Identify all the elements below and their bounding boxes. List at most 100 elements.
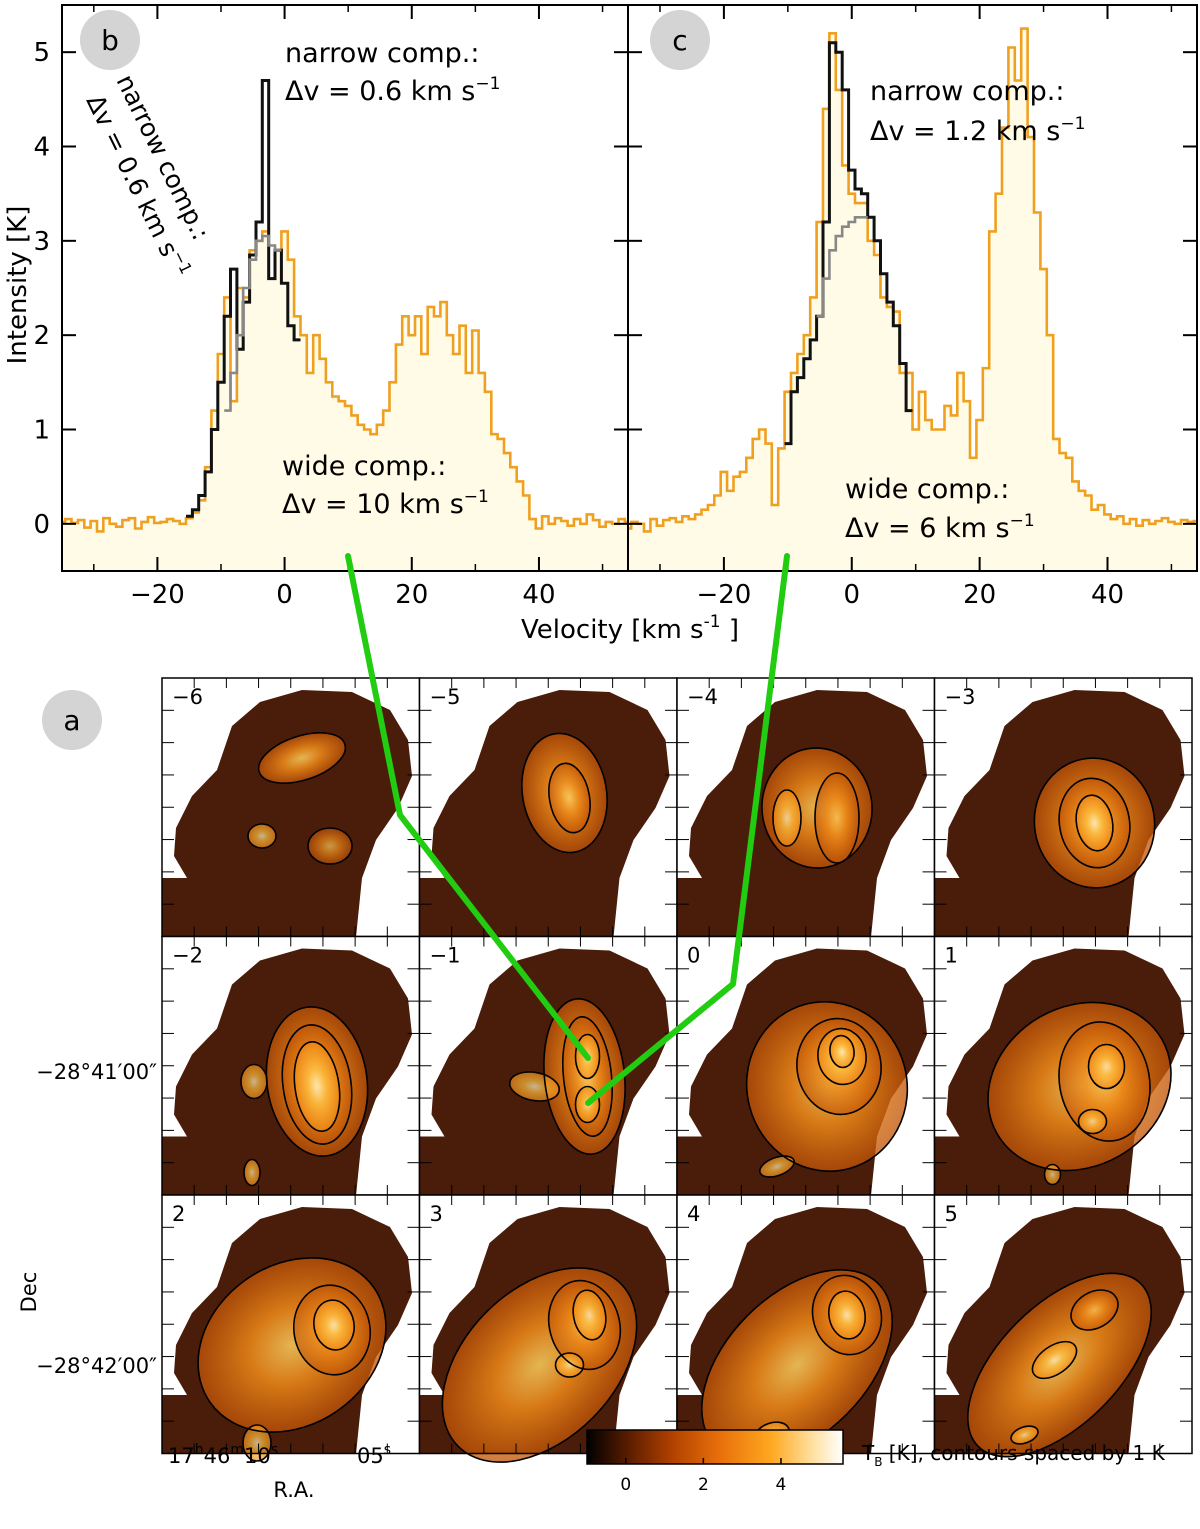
contour [265, 1006, 369, 1157]
emission-blob [573, 1290, 606, 1340]
b-wide-title: wide comp.: [282, 451, 446, 482]
colorbar-tick-label-1: 2 [698, 1475, 709, 1495]
spectrum-panel-c: −20 0 20 40 c narrow comp.: Δv = 1.2 km s−1… [627, 4, 1198, 610]
contour [243, 1158, 261, 1187]
velocity-label: 2 [172, 1202, 185, 1226]
emission-blob [308, 828, 352, 864]
contour [1043, 1163, 1062, 1186]
y-tick-label-3: 3 [33, 227, 50, 257]
emission-blob [773, 790, 801, 846]
contour [829, 1034, 855, 1069]
link-line-c [585, 553, 790, 1106]
emission-blob [555, 1353, 584, 1377]
velocity-link-lines [345, 553, 790, 1106]
contour [759, 1155, 795, 1178]
contour [574, 1033, 601, 1080]
x-tick-label-b-3: 40 [522, 580, 555, 610]
spectrum-series-c-2 [816, 216, 868, 318]
channel-map-1: −5 [418, 677, 678, 938]
x-tick-label-c-2: 20 [963, 580, 996, 610]
emission-blob [1076, 795, 1113, 851]
colorbar-label: TB [K], contours spaced by 1 K [861, 1441, 1166, 1469]
plot-area-b [62, 79, 628, 571]
map-frame [933, 1194, 1193, 1455]
panel-label-b: b [101, 24, 119, 57]
contour [827, 1290, 867, 1340]
x-axis-label: Velocity [km s-1 ] [521, 612, 739, 645]
emission-blob [1071, 1290, 1118, 1330]
channel-map-5: −1 [418, 935, 678, 1196]
ra-axis-label: R.A. [273, 1478, 314, 1502]
panel-badge-a [42, 690, 102, 750]
contour [1075, 794, 1114, 852]
x-tick-label-b-0: −20 [130, 580, 185, 610]
ra-tick-1: 17h46m10s [168, 1442, 278, 1468]
velocity-label: −2 [172, 944, 203, 968]
panel-label-a: a [63, 704, 80, 737]
contour [292, 1284, 372, 1376]
velocity-label: −5 [430, 685, 461, 709]
contour [313, 1299, 355, 1351]
ticks-b: −20 0 20 40 0 1 2 3 4 5 [33, 5, 628, 610]
panel-label-c: c [672, 24, 687, 57]
y-tick-label-4: 4 [33, 133, 50, 163]
x-tick-label-c-3: 40 [1091, 580, 1124, 610]
contour [307, 827, 353, 865]
contour [1077, 1108, 1108, 1135]
velocity-label: −3 [945, 685, 976, 709]
y-tick-label-0: 0 [33, 510, 50, 540]
link-line-b [345, 553, 591, 1061]
channel-map-9: 3 [418, 1194, 678, 1463]
contour [966, 1272, 1153, 1458]
contour [240, 1063, 268, 1100]
dec-tick-1: −28°41′00″ [36, 1060, 157, 1084]
velocity-label: −1 [430, 944, 461, 968]
colorbar-tick-label-0: 0 [620, 1475, 631, 1495]
contour [987, 1001, 1172, 1172]
contour [745, 1001, 909, 1172]
contour [247, 823, 277, 849]
contour [1033, 757, 1156, 889]
velocity-label: 4 [687, 1202, 700, 1226]
spectrum-series-c-1 [784, 41, 913, 446]
c-wide-title: wide comp.: [845, 474, 1009, 505]
contour [521, 732, 608, 854]
velocity-label: 3 [430, 1202, 443, 1226]
x-tick-label-b-2: 20 [395, 580, 428, 610]
emission-blob [241, 1064, 267, 1099]
velocity-label: 5 [945, 1202, 958, 1226]
contour [441, 1267, 638, 1463]
emission-blob [258, 732, 346, 784]
contour [197, 1257, 387, 1433]
contour [811, 1274, 883, 1356]
velocity-label: −4 [687, 685, 718, 709]
contour [548, 762, 591, 834]
contour [281, 1024, 353, 1145]
channel-map-0: −6 [161, 677, 421, 938]
plot-area-c [628, 27, 1197, 572]
channel-map-8: 2 [161, 1194, 421, 1462]
emission-blob [828, 1291, 866, 1339]
contour [1087, 1043, 1126, 1090]
channel-maps-panel-a: −6 −5 −4 −3 −2 −1 0 1 2 3 4 5 a −28°41′00″ −28°42′0… [17, 677, 1193, 1502]
emission-blob [1078, 1109, 1107, 1134]
x-tick-label-b-1: 0 [276, 580, 293, 610]
contour [1058, 1021, 1151, 1142]
colorbar: 0 2 4 TB [K], contours spaced by 1 K [586, 1429, 1166, 1495]
map-coverage [162, 690, 412, 937]
channel-map-2: −4 [676, 677, 936, 938]
channel-map-11: 5 [933, 1194, 1193, 1458]
y-axis-label: Intensity [K] [3, 206, 33, 365]
c-wide-value: Δv = 6 km s−1 [845, 511, 1035, 544]
c-narrow-title: narrow comp.: [870, 76, 1064, 107]
contour [554, 1352, 585, 1378]
emission-blob [294, 1041, 340, 1132]
emission-blob [243, 1425, 271, 1461]
contour [293, 1041, 341, 1132]
spectrum-series-b-2 [224, 234, 282, 412]
emission-blob [829, 1035, 855, 1068]
emission-blob [1088, 1044, 1125, 1089]
contour [796, 1017, 882, 1116]
panel-badge-c [650, 10, 710, 70]
